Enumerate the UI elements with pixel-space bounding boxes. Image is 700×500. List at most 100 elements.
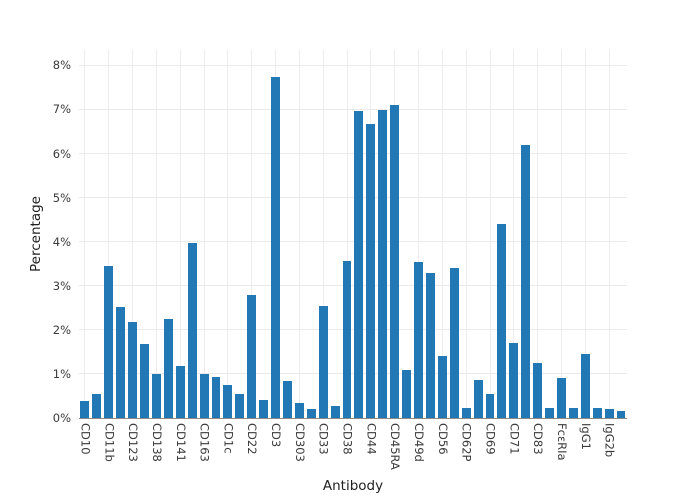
bar — [140, 343, 149, 418]
x-tick-label: CD138 — [149, 423, 164, 462]
x-tick-label: CD3 — [269, 423, 284, 448]
bar — [92, 393, 102, 418]
bar-CD83 — [533, 362, 543, 418]
x-tick-label: CD38 — [340, 423, 355, 455]
bar-IgG1 — [580, 354, 590, 418]
y-tick-label: 7% — [52, 102, 71, 117]
bar-CD44 — [366, 124, 376, 418]
bar — [235, 393, 245, 418]
bar-CD33 — [318, 305, 328, 418]
x-tick-label: CD71 — [507, 423, 522, 455]
bar-CD138 — [151, 373, 161, 418]
bar — [402, 369, 412, 418]
x-gridline — [108, 50, 110, 418]
x-gridline — [179, 50, 181, 418]
x-gridline — [608, 50, 610, 418]
x-tick-label: CD10 — [78, 423, 93, 455]
x-tick-label: CD56 — [435, 423, 450, 455]
y-gridline — [79, 64, 627, 66]
x-tick-label: CD45RA — [388, 423, 403, 470]
bar-CD71 — [509, 343, 519, 418]
x-gridline — [537, 50, 539, 418]
x-gridline — [513, 50, 515, 418]
bar-CD10 — [80, 401, 90, 418]
y-gridline — [79, 329, 627, 331]
bar — [616, 411, 626, 418]
x-tick-label: CD163 — [197, 423, 212, 462]
bar-CD56 — [437, 356, 447, 418]
bar — [211, 377, 221, 418]
bar-CD49d — [414, 261, 423, 418]
x-gridline — [132, 50, 134, 418]
bar — [330, 405, 340, 418]
bar-CD11b — [104, 265, 114, 418]
bar-CD303 — [294, 403, 304, 418]
y-gridline — [79, 153, 627, 155]
x-tick-label: CD303 — [292, 423, 307, 462]
bar — [545, 408, 555, 418]
bar — [354, 110, 364, 418]
y-tick-label: 4% — [52, 234, 71, 249]
x-tick-label: CD11b — [102, 423, 117, 462]
bar-CD22 — [247, 295, 257, 418]
bar-IgG2b — [604, 409, 614, 418]
x-tick-label: CD44 — [364, 423, 379, 455]
bar-CD1c — [223, 384, 233, 418]
x-gridline — [155, 50, 157, 418]
y-tick-label: 6% — [52, 146, 71, 161]
bar — [449, 268, 459, 418]
x-gridline — [441, 50, 443, 418]
x-axis-title: Antibody — [322, 478, 384, 494]
x-gridline — [84, 50, 86, 418]
bar-CD69 — [485, 393, 495, 418]
bar-CD38 — [342, 260, 352, 418]
x-gridline — [560, 50, 562, 418]
x-gridline — [584, 50, 586, 418]
bar — [306, 409, 316, 418]
x-gridline — [322, 50, 324, 418]
y-gridline — [79, 109, 627, 110]
x-gridline — [465, 50, 467, 418]
y-tick-label: 5% — [52, 190, 71, 205]
bar — [425, 272, 435, 418]
y-gridline — [79, 373, 627, 375]
bar — [163, 318, 173, 418]
bar-CD123 — [128, 321, 138, 418]
bar-CD3 — [271, 77, 281, 418]
bar-CD141 — [175, 366, 185, 418]
x-gridline — [227, 50, 229, 418]
x-tick-label: CD123 — [126, 423, 141, 462]
x-gridline — [346, 50, 348, 418]
y-tick-label: 8% — [52, 58, 71, 73]
x-tick-label: CD22 — [245, 423, 260, 455]
bar-CD163 — [199, 373, 209, 418]
x-gridline — [203, 50, 205, 418]
bar — [378, 109, 388, 418]
bar — [568, 408, 578, 418]
bar-FcεRIa — [557, 378, 566, 418]
y-gridline — [79, 285, 627, 287]
x-tick-label: CD33 — [316, 423, 331, 455]
bar — [497, 224, 507, 418]
x-gridline — [251, 50, 253, 418]
bar — [473, 379, 483, 418]
y-tick-label: 2% — [52, 322, 71, 337]
x-tick-label: CD69 — [483, 423, 498, 455]
bar-CD45RA — [390, 105, 400, 418]
x-tick-label: IgG2b — [602, 423, 617, 458]
bar — [259, 400, 269, 418]
bar — [283, 380, 292, 418]
x-axis-line — [79, 417, 627, 419]
x-tick-label: CD1c — [221, 423, 236, 454]
bar — [187, 243, 197, 418]
x-tick-label: CD83 — [531, 423, 546, 455]
y-tick-label: 3% — [52, 278, 71, 293]
bar — [592, 408, 602, 418]
plot-area — [79, 50, 627, 419]
x-gridline — [418, 50, 420, 418]
x-tick-label: FcεRIa — [554, 423, 569, 461]
x-gridline — [489, 50, 491, 418]
x-gridline — [298, 50, 300, 418]
bar — [521, 144, 531, 418]
